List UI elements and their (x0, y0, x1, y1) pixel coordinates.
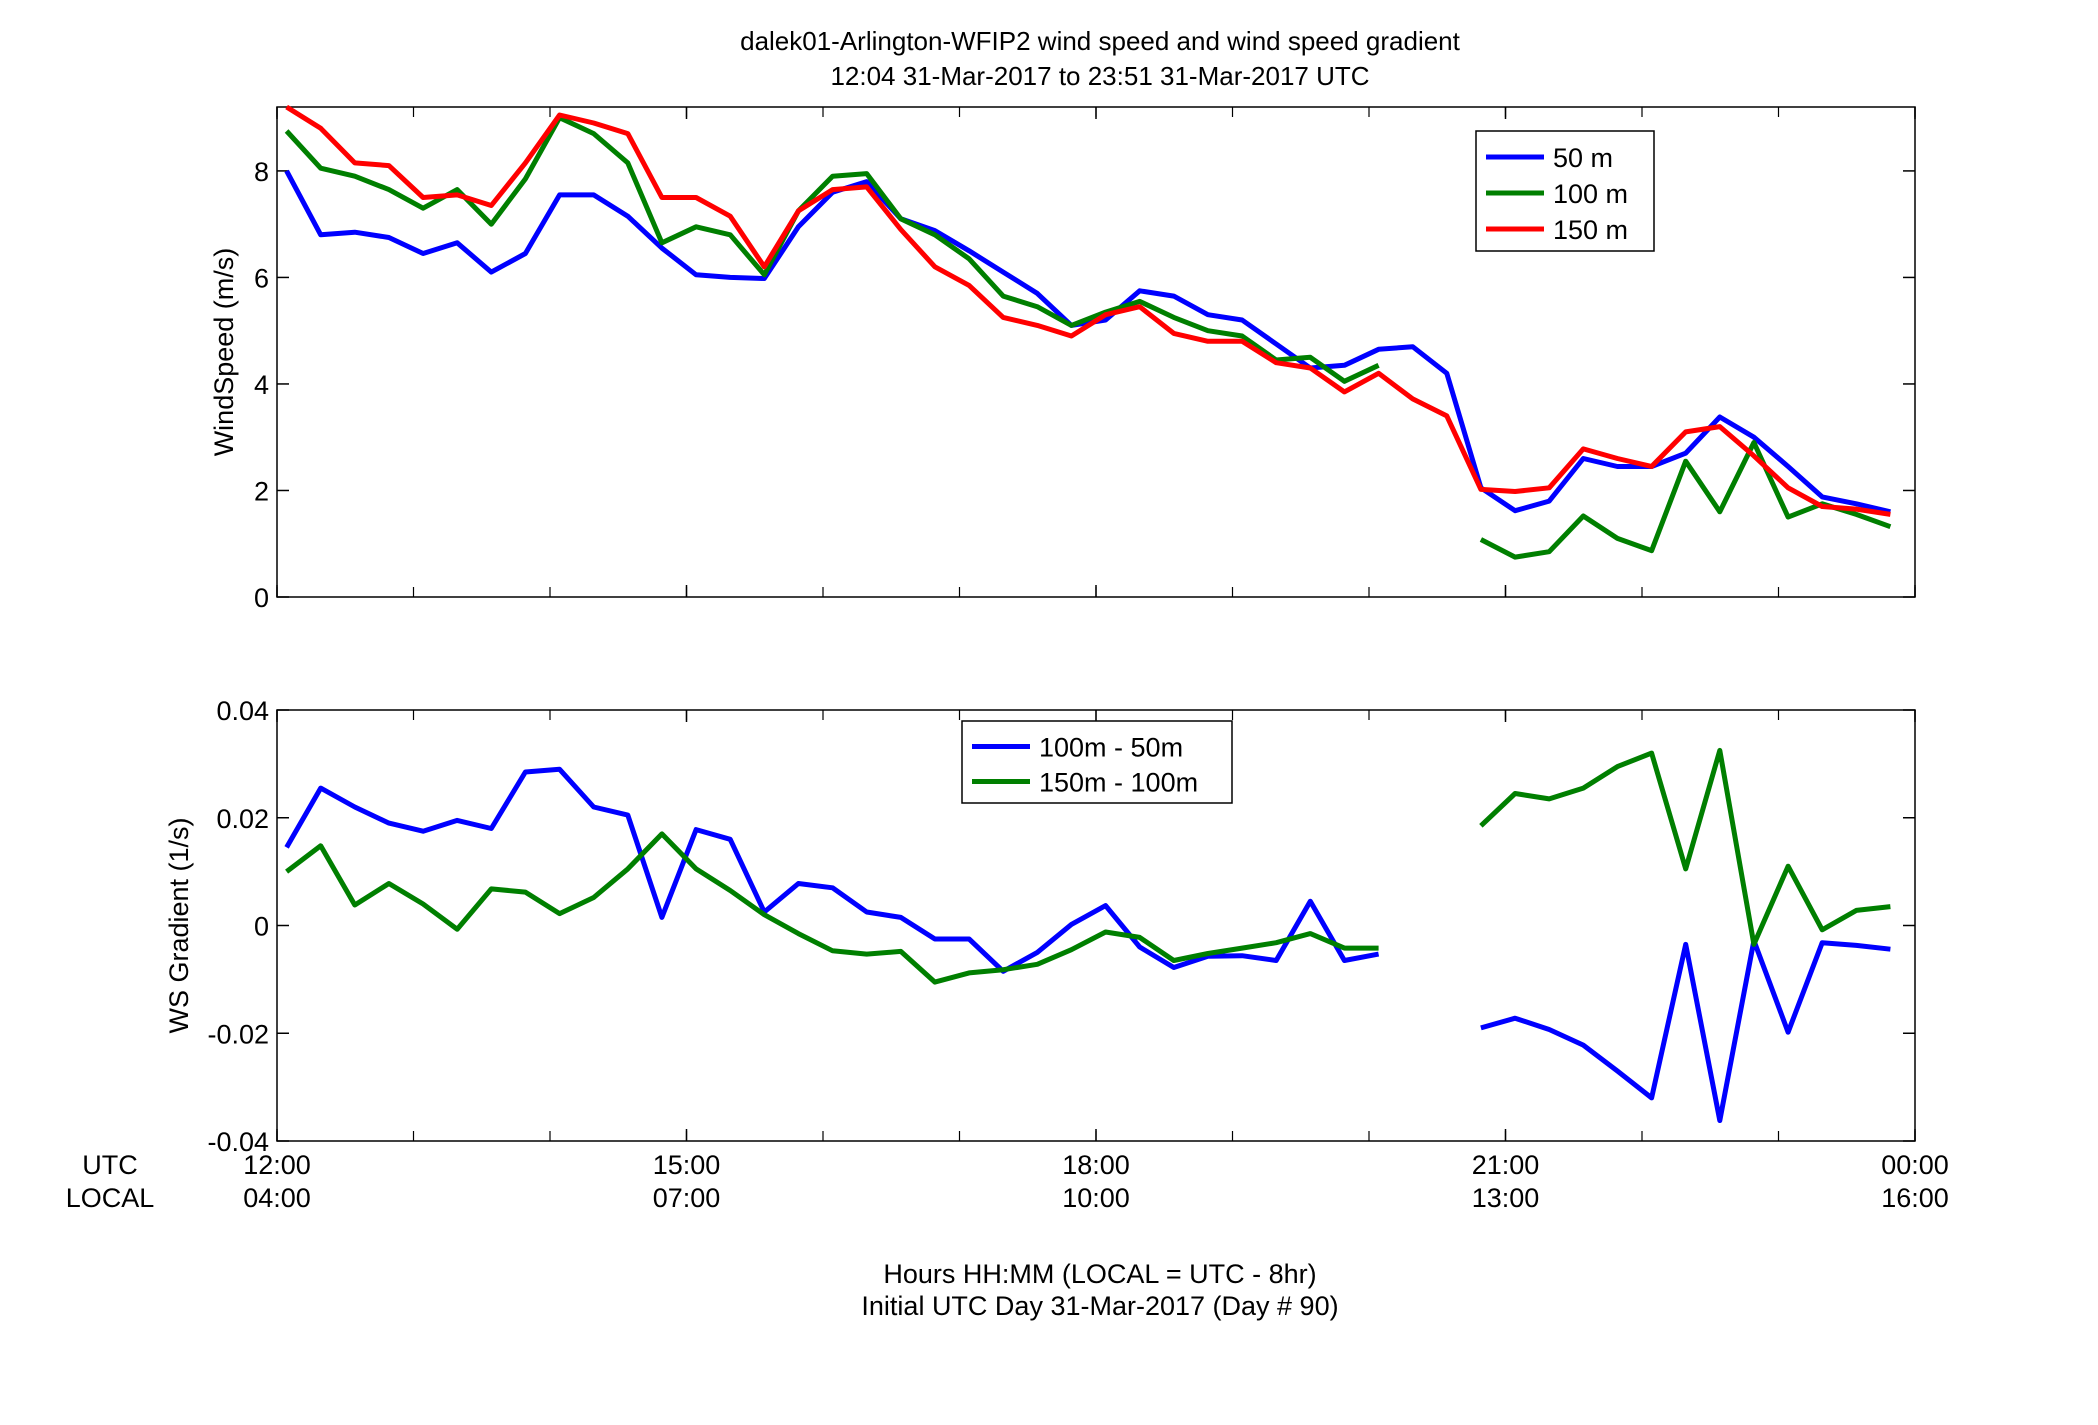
legend-box (961, 720, 1233, 804)
x-axis-label-line2: Initial UTC Day 31-Mar-2017 (Day # 90) (861, 1291, 1338, 1321)
legend-label: 150 m (1553, 215, 1628, 245)
series-line-150m-100m (1479, 747, 1891, 947)
legend: 50 m 100 m 150 m (1475, 130, 1655, 252)
x-tick-label-utc: 12:00 (243, 1150, 311, 1180)
series-line-150m-100m (285, 831, 1379, 985)
x-tick-label-utc: 00:00 (1881, 1150, 1949, 1180)
y-tick-label: 2 (254, 476, 269, 506)
wind-speed-panel: 0 2 4 6 8 WindSpeed (m/s) 50 m 100 m 150 m (209, 104, 1916, 613)
series-line-100-m (284, 115, 1380, 384)
x-tick-label-local: 10:00 (1062, 1183, 1130, 1213)
legend-label: 50 m (1553, 143, 1613, 173)
y-axis-label: WindSpeed (m/s) (209, 248, 239, 457)
figure-title-line2: 12:04 31-Mar-2017 to 23:51 31-Mar-2017 U… (830, 61, 1369, 91)
y-axis-label: WS Gradient (1/s) (164, 817, 194, 1033)
x-tick-label-local: 04:00 (243, 1183, 311, 1213)
ws-gradient-panel: -0.04 -0.02 0 0.02 0.04 WS Gradient (1/s) 100m… (164, 696, 1916, 1157)
legend-label: 100m - 50m (1039, 733, 1183, 763)
x-tick-label-local: 07:00 (653, 1183, 721, 1213)
row-label-utc: UTC (82, 1150, 138, 1180)
legend-label: 100 m (1553, 179, 1628, 209)
x-tick-label-local: 13:00 (1472, 1183, 1540, 1213)
y-tick-label: 0 (254, 912, 269, 942)
series-line-100m-50m (284, 766, 1380, 974)
y-tick-label: 4 (254, 370, 269, 400)
x-axis-label-line1: Hours HH:MM (LOCAL = UTC - 8hr) (883, 1259, 1316, 1289)
y-tick-label: 0.02 (216, 804, 269, 834)
series-line-100m-50m (1480, 938, 1891, 1123)
legend-label: 150m - 100m (1039, 768, 1198, 798)
row-label-local: LOCAL (66, 1183, 155, 1213)
y-tick-label: 0.04 (216, 696, 269, 726)
y-tick-label: -0.02 (207, 1019, 269, 1049)
y-tick-label: 0 (254, 583, 269, 613)
legend: 100m - 50m 150m - 100m (961, 720, 1233, 804)
figure-title-line1: dalek01-Arlington-WFIP2 wind speed and w… (740, 26, 1461, 56)
y-tick-label: -0.04 (207, 1127, 269, 1157)
x-tick-label-local: 16:00 (1881, 1183, 1949, 1213)
x-tick-label-utc: 21:00 (1472, 1150, 1540, 1180)
y-tick-label: 8 (254, 157, 269, 187)
series-line-150-m (285, 104, 1891, 517)
y-tick-label: 6 (254, 263, 269, 293)
x-tick-label-utc: 18:00 (1062, 1150, 1130, 1180)
x-tick-label-utc: 15:00 (653, 1150, 721, 1180)
